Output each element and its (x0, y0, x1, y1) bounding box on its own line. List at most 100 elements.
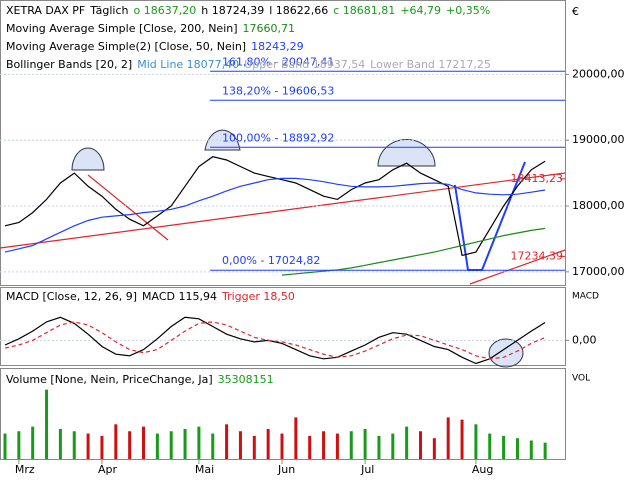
circle-mark (71, 147, 105, 171)
legend-value: MACD 115,94 (142, 290, 217, 303)
legend-value: 17660,71 (242, 22, 296, 35)
volume-bar (391, 433, 395, 459)
legend-entry: Moving Average Simple [Close, 200, Nein]… (6, 22, 300, 36)
y-tick-label: 0,00 (572, 333, 597, 346)
y-tick-label: 17000,00 (572, 265, 625, 278)
legend-value: 18243,29 (251, 40, 304, 53)
volume-bar (155, 433, 159, 459)
volume-bar (58, 428, 62, 459)
price-panel (0, 0, 566, 286)
series-line (4, 316, 546, 365)
volume-bar (432, 438, 436, 459)
level-label: 0,00% - 17024,82 (222, 254, 320, 267)
volume-bar (31, 426, 35, 459)
volume-bar (474, 424, 478, 459)
trend-line (0, 172, 566, 249)
change-pct: +0,35% (446, 4, 491, 17)
price-label: 18413,23 (511, 172, 564, 185)
volume-bar (529, 440, 533, 459)
legend-value: Lower Band 17217,25 (370, 58, 491, 71)
axis-unit: VOL (572, 374, 590, 384)
trend-line (87, 174, 169, 241)
series-line (281, 227, 546, 276)
volume-bar (349, 431, 353, 459)
high: h 18724,39 (201, 4, 265, 17)
header: XETRA DAX PF Täglich o 18637,20 h 18724,39 l… (6, 4, 495, 18)
legend-text: Moving Average Simple(2) [Close, 50, Nei… (6, 40, 247, 53)
volume-bar (294, 417, 298, 459)
x-tick-label: Aug (472, 463, 493, 476)
axis-unit: € (572, 5, 579, 18)
low: l 18622,66 (269, 4, 329, 17)
volume-bar (17, 431, 21, 459)
volume-bar (72, 431, 76, 459)
circle-mark (377, 139, 436, 167)
volume-bar (363, 428, 367, 459)
volume-bar (446, 417, 450, 459)
trend-line (469, 249, 566, 285)
x-tick-label: Apr (98, 463, 118, 476)
x-tick-label: Mai (195, 463, 214, 476)
level-label: 161,80% - 20047,41 (222, 55, 334, 68)
legend-value: Upper Band 18937,54 (244, 58, 366, 71)
symbol: XETRA DAX PF (6, 4, 86, 17)
x-tick-label: Jul (360, 463, 374, 476)
volume-bar (86, 433, 90, 459)
y-tick-label: 18000,00 (572, 199, 625, 212)
volume-bar (114, 424, 118, 459)
volume-bar (266, 428, 270, 459)
series-line (4, 156, 546, 257)
legend-text: Volume [None, Nein, PriceChange, Ja] (6, 373, 213, 386)
level-label: 138,20% - 19606,53 (222, 84, 334, 97)
close: c 18681,81 (333, 4, 396, 17)
legend-entry: MACD [Close, 12, 26, 9] MACD 115,94 Trigge… (6, 290, 300, 304)
volume-panel (0, 368, 566, 460)
volume-bar (211, 433, 215, 459)
volume-bar (419, 431, 422, 459)
frames (0, 0, 566, 460)
volume-bar (405, 426, 409, 459)
level-label: 100,00% - 18892,92 (222, 131, 334, 144)
y-tick-label: 19000,00 (572, 133, 625, 146)
interval: Täglich (90, 4, 129, 17)
macd-panel (0, 287, 566, 366)
volume-bar (225, 424, 229, 459)
series-line (4, 177, 546, 253)
circle-mark (204, 129, 241, 151)
volume-bar (377, 435, 381, 459)
volume-bar (460, 419, 464, 459)
x-tick-label: Mrz (15, 463, 35, 476)
volume-bar (308, 435, 312, 459)
y-tick-label: 20000,00 (572, 67, 625, 80)
volume-bar (322, 431, 326, 459)
legend-value: Trigger 18,50 (221, 290, 295, 303)
volume-bar (502, 435, 506, 459)
legend-entry: Moving Average Simple(2) [Close, 50, Nei… (6, 40, 309, 54)
volume-bar (197, 426, 201, 459)
volume-bar (252, 435, 256, 459)
volume-bar (280, 433, 284, 459)
price-label: 17234,39 (511, 249, 564, 262)
legend-text: Moving Average Simple [Close, 200, Nein] (6, 22, 238, 35)
axis-unit: MACD (572, 292, 599, 302)
volume-bar (335, 433, 339, 459)
volume-bar (3, 433, 7, 459)
series-line (4, 321, 546, 360)
change: +64,79 (400, 4, 441, 17)
x-tick-label: Jun (277, 463, 295, 476)
open: o 18637,20 (133, 4, 197, 17)
legend-entry: Bollinger Bands [20, 2] Mid Line 18077,40… (6, 58, 496, 72)
circle-mark (488, 338, 524, 368)
volume-bar (488, 433, 492, 459)
drawings (0, 129, 566, 368)
legend-value: Mid Line 18077,40 (137, 58, 240, 71)
volume-bar (543, 442, 547, 459)
volume-bar (128, 431, 132, 459)
volume-bar (169, 431, 173, 459)
legend-value: 35308151 (217, 373, 274, 386)
legend-text: Bollinger Bands [20, 2] (6, 58, 133, 71)
volume-bar (183, 428, 187, 459)
volume-bar (100, 435, 104, 459)
